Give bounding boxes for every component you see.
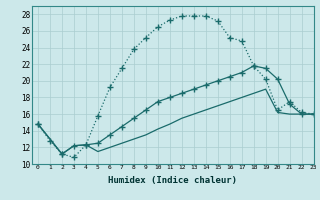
X-axis label: Humidex (Indice chaleur): Humidex (Indice chaleur) <box>108 176 237 185</box>
